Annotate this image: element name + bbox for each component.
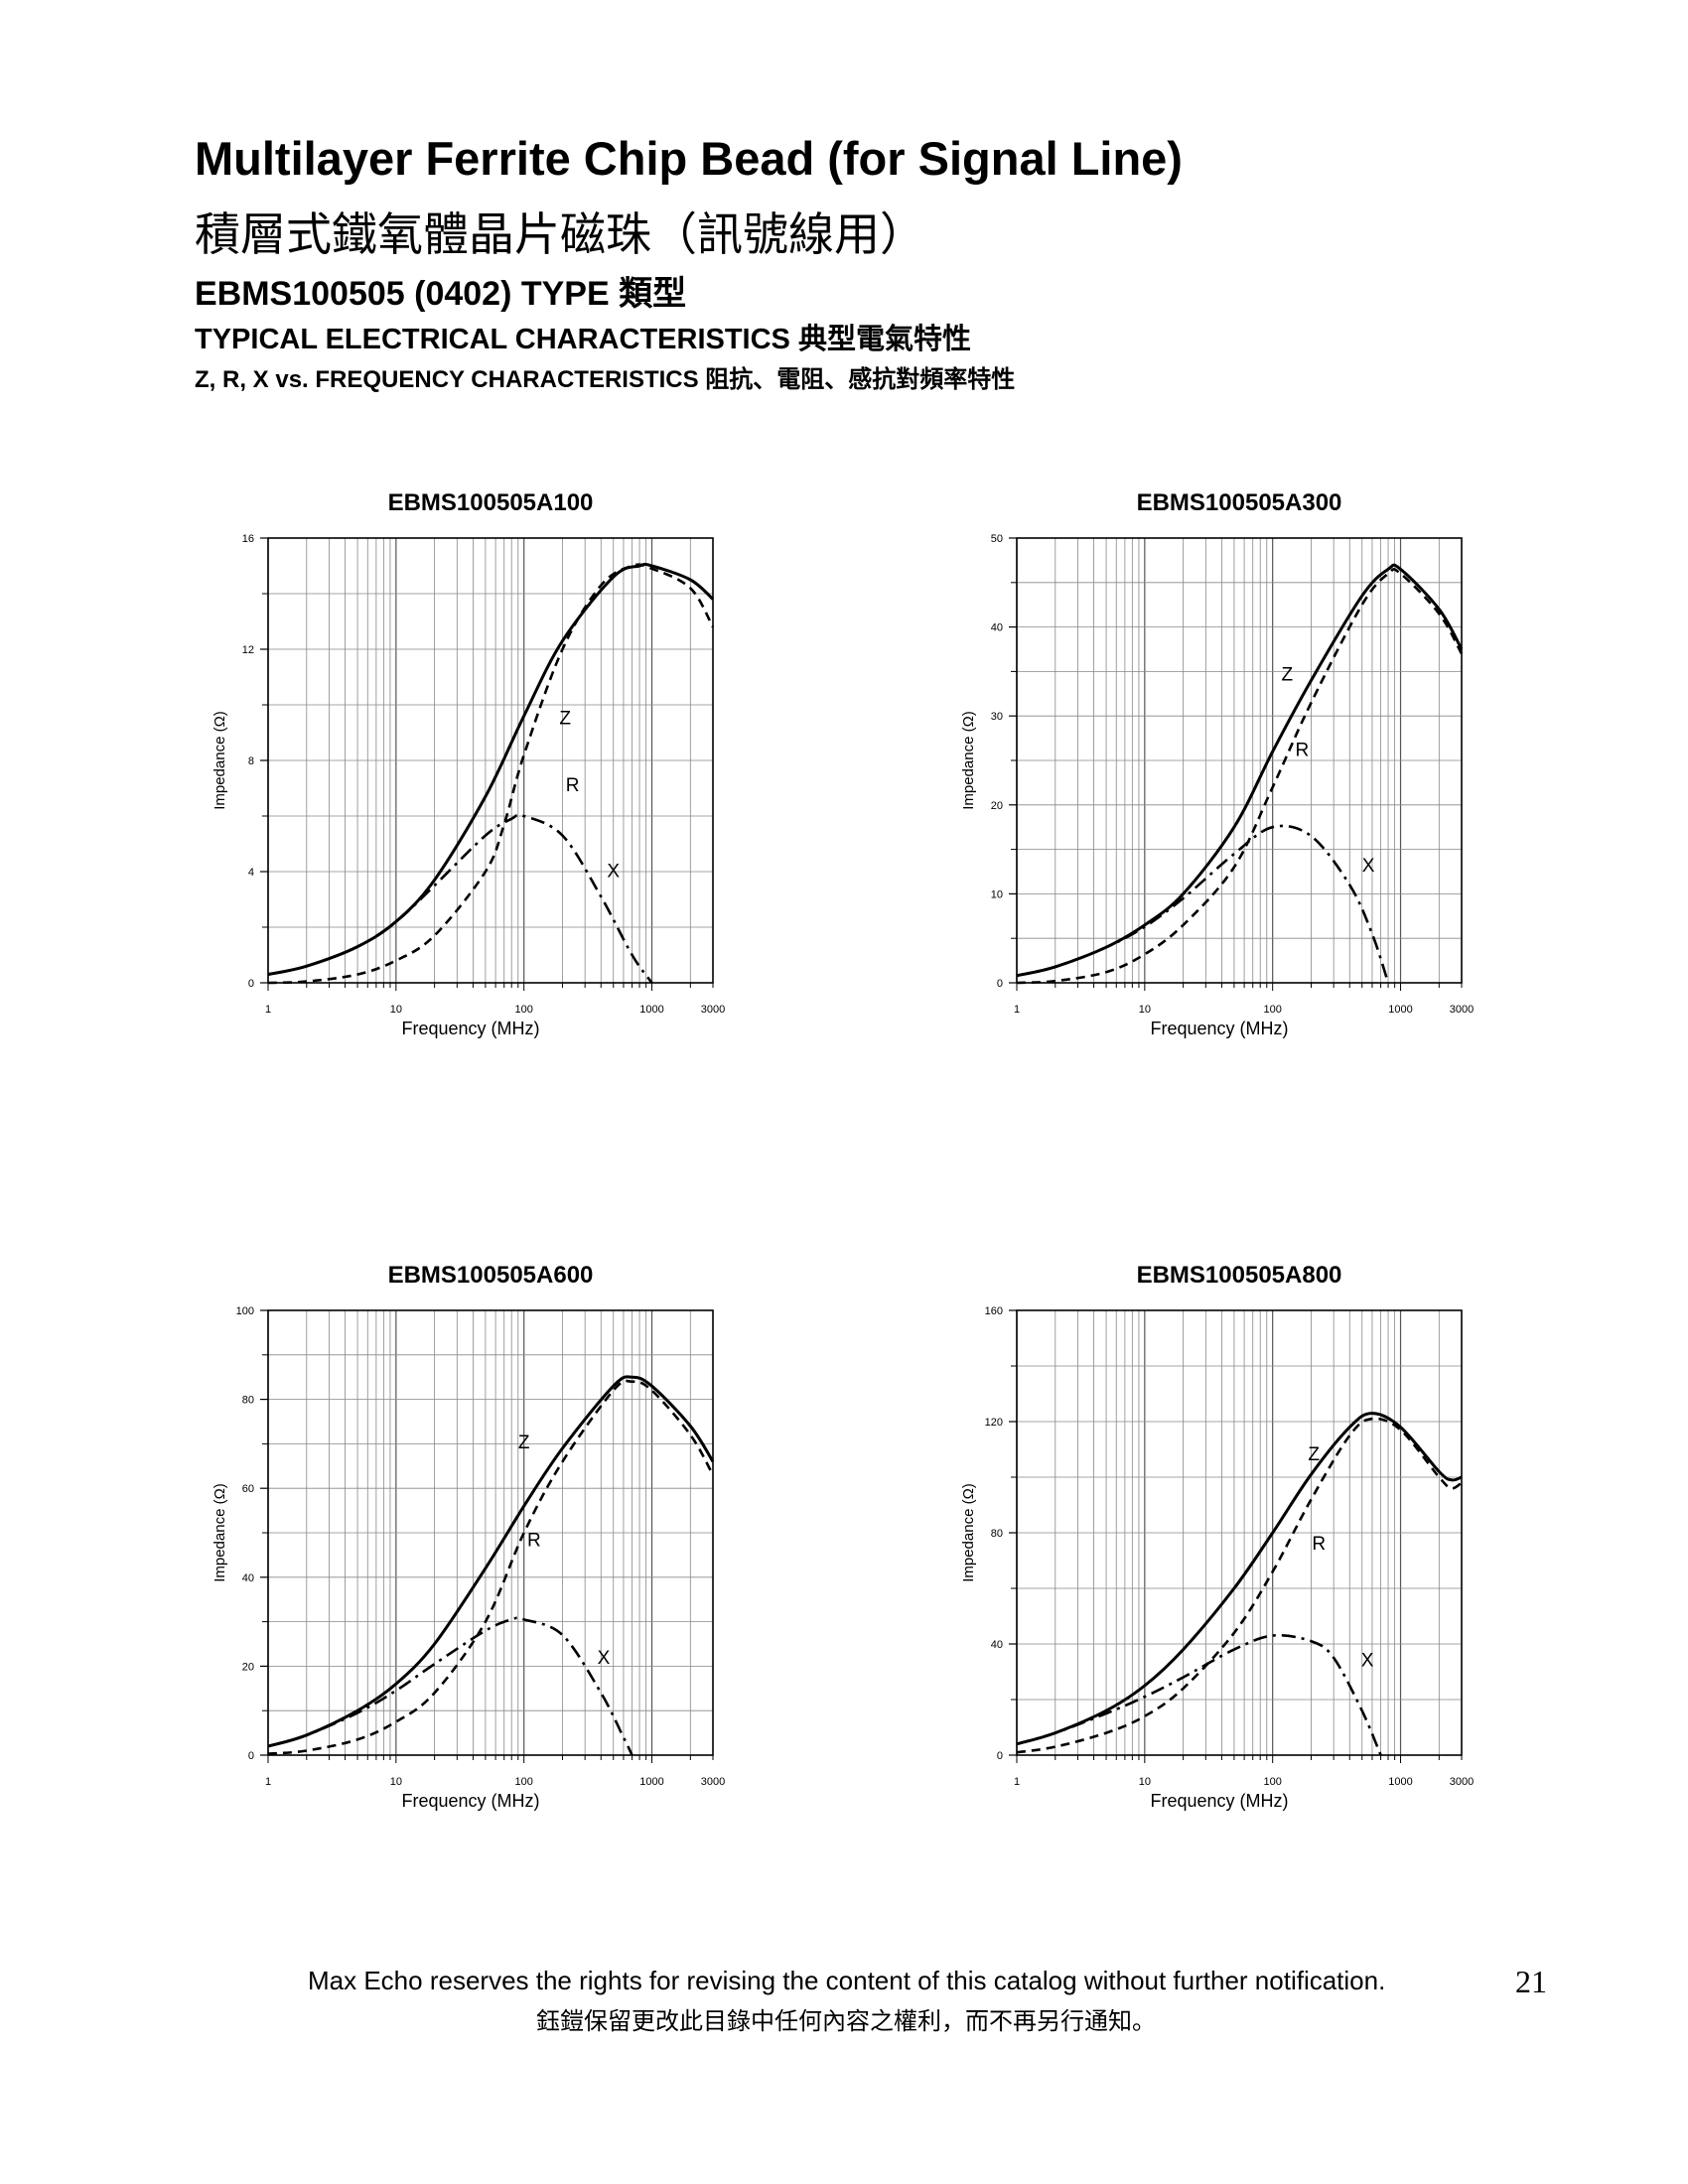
chart-title: EBMS100505A300 [1137,489,1342,516]
x-tick-label: 3000 [701,1004,725,1016]
series-r-line [1016,568,1464,985]
footer-notice-chinese: 鈺鎧保留更改此目錄中任何內容之權利，而不再另行通知。 [536,2007,1156,2035]
series-label-r: R [1296,741,1310,761]
y-axis-label: Impedance (Ω) [211,1483,228,1582]
x-tick-label: 1 [265,1004,271,1016]
y-tick-label: 100 [236,1305,254,1317]
x-tick-label: 100 [515,1004,533,1016]
y-tick-label: 0 [248,978,254,990]
chart-ebms100505a800: EBMS100505A800 0 40 80 120 160 1 10 100 1000 3000 F… [960,1262,1474,1811]
subsection-heading: Z, R, X vs. FREQUENCY CHARACTERISTICS 阻抗… [195,366,1016,393]
y-tick-label: 10 [991,888,1003,900]
y-axis-label: Impedance (Ω) [211,711,228,810]
series-z-line [267,1375,715,1748]
chart-title: EBMS100505A600 [388,1262,594,1289]
series-label-z: Z [559,709,571,730]
series-label-z: Z [1282,664,1294,685]
x-tick-label: 10 [390,1776,402,1788]
y-tick-label: 20 [242,1661,254,1673]
chart-ebms100505a600: EBMS100505A600 0 20 40 60 80 100 1 10 100 1000 3000… [211,1262,725,1811]
y-axis-label: Impedance (Ω) [960,711,977,810]
y-tick-label: 80 [991,1528,1003,1540]
footer-notice: Max Echo reserves the rights for revisin… [308,1966,1386,1995]
x-tick-label: 3000 [701,1776,725,1788]
x-tick-label: 100 [515,1776,533,1788]
page-number: 21 [1515,1964,1547,1999]
series-x-line [1016,1633,1382,1756]
series-x-line [267,813,653,984]
y-tick-label: 60 [242,1483,254,1495]
page-title: Multilayer Ferrite Chip Bead (for Signal… [195,132,1183,185]
series-z-line [1016,1412,1463,1746]
x-tick-label: 1000 [1388,1004,1412,1016]
series-r-line [1016,1417,1463,1754]
y-tick-label: 50 [991,533,1003,545]
series-r-line [267,563,715,985]
x-tick-label: 100 [1264,1776,1282,1788]
y-tick-label: 8 [248,755,254,767]
chart-ebms100505a300: EBMS100505A300 0 10 20 30 40 50 1 10 100 1000 3000 F… [960,489,1474,1038]
series-label-r: R [527,1530,541,1551]
x-tick-label: 3000 [1450,1004,1474,1016]
y-tick-label: 80 [242,1395,254,1407]
x-tick-label: 3000 [1450,1776,1474,1788]
x-axis-label: Frequency (MHz) [401,1791,539,1811]
y-tick-label: 160 [985,1305,1003,1317]
series-x-line [267,1616,633,1756]
x-tick-label: 10 [1139,1004,1151,1016]
chart-ebms100505a100: EBMS100505A100 0 4 8 12 16 1 10 100 1000 3000 Frequ… [211,489,725,1038]
y-tick-label: 12 [242,644,254,656]
series-r-line [267,1379,715,1755]
chart-title: EBMS100505A800 [1137,1262,1342,1289]
section-heading: TYPICAL ELECTRICAL CHARACTERISTICS 典型電氣特… [195,324,971,355]
x-tick-label: 100 [1264,1004,1282,1016]
x-tick-label: 1 [1014,1004,1020,1016]
series-label-x: X [1362,856,1375,877]
series-label-x: X [1361,1650,1374,1671]
y-axis-label: Impedance (Ω) [960,1483,977,1582]
x-tick-label: 1 [1014,1776,1020,1788]
series-label-r: R [566,775,580,796]
series-label-x: X [598,1648,611,1669]
x-tick-label: 1 [265,1776,271,1788]
y-tick-label: 40 [242,1572,254,1584]
series-label-z: Z [518,1433,530,1453]
x-axis-label: Frequency (MHz) [401,1019,539,1038]
x-axis-label: Frequency (MHz) [1150,1019,1288,1038]
x-tick-label: 10 [1139,1776,1151,1788]
page-title-chinese: 積層式鐵氧體晶片磁珠（訊號線用） [195,207,925,261]
x-axis-label: Frequency (MHz) [1150,1791,1288,1811]
y-tick-label: 0 [997,1750,1003,1762]
chart-title: EBMS100505A100 [388,489,594,516]
y-tick-label: 0 [997,978,1003,990]
x-tick-label: 1000 [639,1004,663,1016]
y-tick-label: 30 [991,711,1003,723]
x-tick-label: 1000 [1388,1776,1412,1788]
y-tick-label: 20 [991,800,1003,812]
type-heading: EBMS100505 (0402) TYPE 類型 [195,275,687,313]
x-tick-label: 10 [390,1004,402,1016]
series-label-x: X [607,862,620,883]
series-label-z: Z [1308,1444,1320,1465]
series-label-r: R [1312,1534,1326,1555]
y-tick-label: 0 [248,1750,254,1762]
y-tick-label: 40 [991,622,1003,634]
y-tick-label: 4 [248,867,254,879]
y-tick-label: 40 [991,1639,1003,1651]
y-tick-label: 16 [242,533,254,545]
y-tick-label: 120 [985,1417,1003,1429]
x-tick-label: 1000 [639,1776,663,1788]
series-x-line [1016,824,1390,984]
